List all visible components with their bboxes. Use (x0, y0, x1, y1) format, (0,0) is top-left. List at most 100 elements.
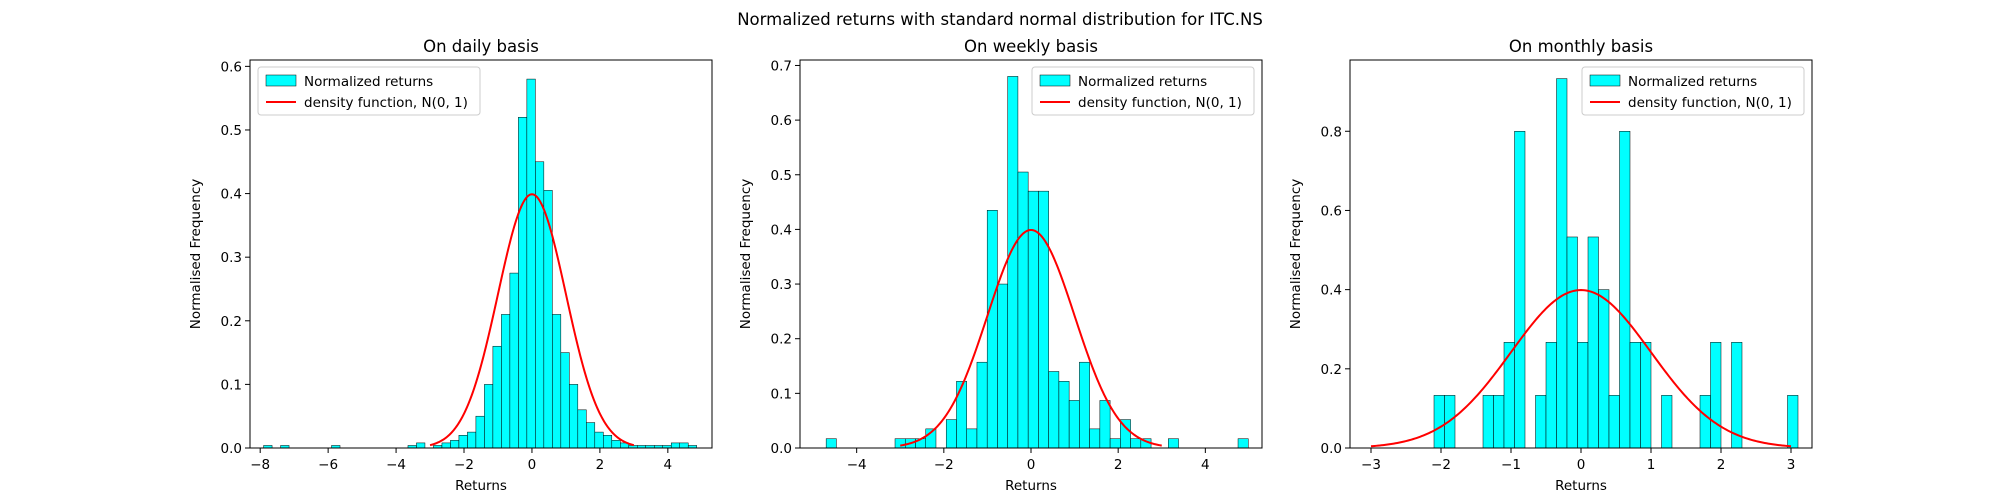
y-tick-label: 0.4 (1321, 283, 1342, 299)
x-tick-label: 0 (1577, 457, 1586, 473)
histogram-bar (1068, 400, 1080, 448)
y-tick-label: 0.6 (771, 113, 792, 129)
histogram-bar (586, 422, 596, 448)
chart-panel-3: −3 −2 −1 0 1 2 3 0.0 0.2 0.4 0.6 0.8 On monthly basi… (1288, 37, 1813, 494)
histogram-bar (1535, 395, 1547, 448)
y-axis-label: Normalised Frequency (1288, 179, 1304, 330)
histogram-bar (1577, 342, 1589, 448)
plot-area (825, 76, 1249, 448)
legend-box (1031, 66, 1255, 116)
histogram-bar (1587, 236, 1599, 448)
x-tick-label: −2 (934, 457, 954, 473)
y-tick-label: 0.2 (1321, 362, 1342, 378)
histogram-bar (1089, 428, 1101, 448)
chart-title: On weekly basis (964, 37, 1098, 56)
histogram-bar (1130, 438, 1142, 448)
histogram-bar (611, 440, 621, 448)
y-tick-label: 0.4 (771, 222, 792, 238)
histogram-bar (670, 442, 680, 448)
histogram-bar (1237, 438, 1249, 448)
histogram-bar (1787, 395, 1799, 448)
legend-label-histogram: Normalized returns (1628, 74, 1757, 90)
legend-label-histogram: Normalized returns (304, 74, 433, 90)
x-tick-label: 0 (528, 457, 537, 473)
x-axis-label: Returns (455, 478, 507, 494)
histogram-bar (1099, 400, 1111, 448)
legend: Normalized returns density function, N(0,… (257, 66, 481, 116)
legend-label-density: density function, N(0, 1) (1078, 95, 1242, 111)
y-tick-label: 0.3 (221, 250, 242, 266)
density-curve (1370, 289, 1792, 448)
x-tick-label: 4 (1201, 457, 1210, 473)
y-tick-label: 0.0 (221, 441, 242, 457)
plot-area (1370, 78, 1799, 448)
x-tick-label: −2 (454, 457, 474, 473)
histogram-bar (526, 78, 536, 448)
histogram-bar (966, 428, 978, 448)
x-tick-label: −8 (250, 457, 270, 473)
x-tick-label: 1 (1647, 457, 1656, 473)
histogram-bar (603, 435, 613, 448)
histogram-bar (1619, 131, 1631, 448)
x-tick-label: −4 (386, 457, 406, 473)
density-curve (429, 193, 635, 447)
chart-title: On monthly basis (1509, 37, 1653, 56)
y-tick-label: 0.2 (221, 314, 242, 330)
y-tick-label: 0.7 (771, 58, 792, 74)
histogram-bar (679, 442, 689, 448)
y-tick-label: 0.0 (1321, 441, 1342, 457)
histogram-bar (280, 445, 290, 448)
y-tick-label: 0.6 (1321, 203, 1342, 219)
x-tick-label: 4 (664, 457, 673, 473)
histogram-bar (1598, 289, 1610, 448)
legend-swatch-histogram (1039, 74, 1071, 87)
histogram-bar (1661, 395, 1673, 448)
y-tick-label: 0.6 (221, 59, 242, 75)
x-axis-label: Returns (1555, 478, 1607, 494)
histogram-bar (1556, 78, 1568, 448)
y-tick-label: 0.5 (221, 123, 242, 139)
legend: Normalized returns density function, N(0,… (1031, 66, 1255, 116)
y-axis-label: Normalised Frequency (188, 179, 204, 330)
legend-label-density: density function, N(0, 1) (1628, 95, 1792, 111)
histogram-bar (263, 445, 273, 448)
legend-box (1581, 66, 1805, 116)
histogram-bar (1109, 438, 1121, 448)
histogram-bar (569, 384, 579, 448)
histogram-bar (1493, 395, 1505, 448)
histogram-bar (484, 384, 494, 448)
histogram-bar (467, 431, 477, 448)
histogram-bar (475, 415, 485, 448)
x-tick-label: −2 (1431, 457, 1451, 473)
x-tick-label: 2 (1114, 457, 1123, 473)
legend-swatch-histogram (265, 74, 297, 87)
x-tick-label: −6 (318, 457, 338, 473)
chart-title: On daily basis (423, 37, 539, 56)
histogram-bar (441, 442, 451, 448)
histogram-bar (1629, 342, 1641, 448)
density-curve (900, 228, 1162, 447)
histogram-bar (1048, 371, 1060, 448)
histogram-bar (894, 438, 906, 448)
y-tick-label: 0.3 (771, 277, 792, 293)
histogram-bar (687, 445, 697, 448)
y-tick-label: 0.5 (771, 168, 792, 184)
histogram-bar (1566, 236, 1578, 448)
histogram-bar (458, 435, 468, 448)
x-tick-label: −3 (1361, 457, 1381, 473)
histogram-bar (986, 210, 998, 448)
x-axis-label: Returns (1005, 478, 1057, 494)
histogram-bar (1640, 342, 1652, 448)
legend-label-density: density function, N(0, 1) (304, 95, 468, 111)
histogram-bar (997, 283, 1008, 448)
y-tick-label: 0.0 (771, 441, 792, 457)
y-tick-label: 0.8 (1321, 124, 1342, 140)
histogram-bar (1058, 381, 1070, 448)
figure-title: Normalized returns with standard normal … (737, 10, 1263, 29)
histogram-bar (1545, 342, 1557, 448)
histogram-bar (560, 352, 570, 448)
legend: Normalized returns density function, N(0,… (1581, 66, 1805, 116)
histogram-bar (450, 440, 460, 448)
histogram-bar (1608, 395, 1620, 448)
legend-label-histogram: Normalized returns (1078, 74, 1207, 90)
